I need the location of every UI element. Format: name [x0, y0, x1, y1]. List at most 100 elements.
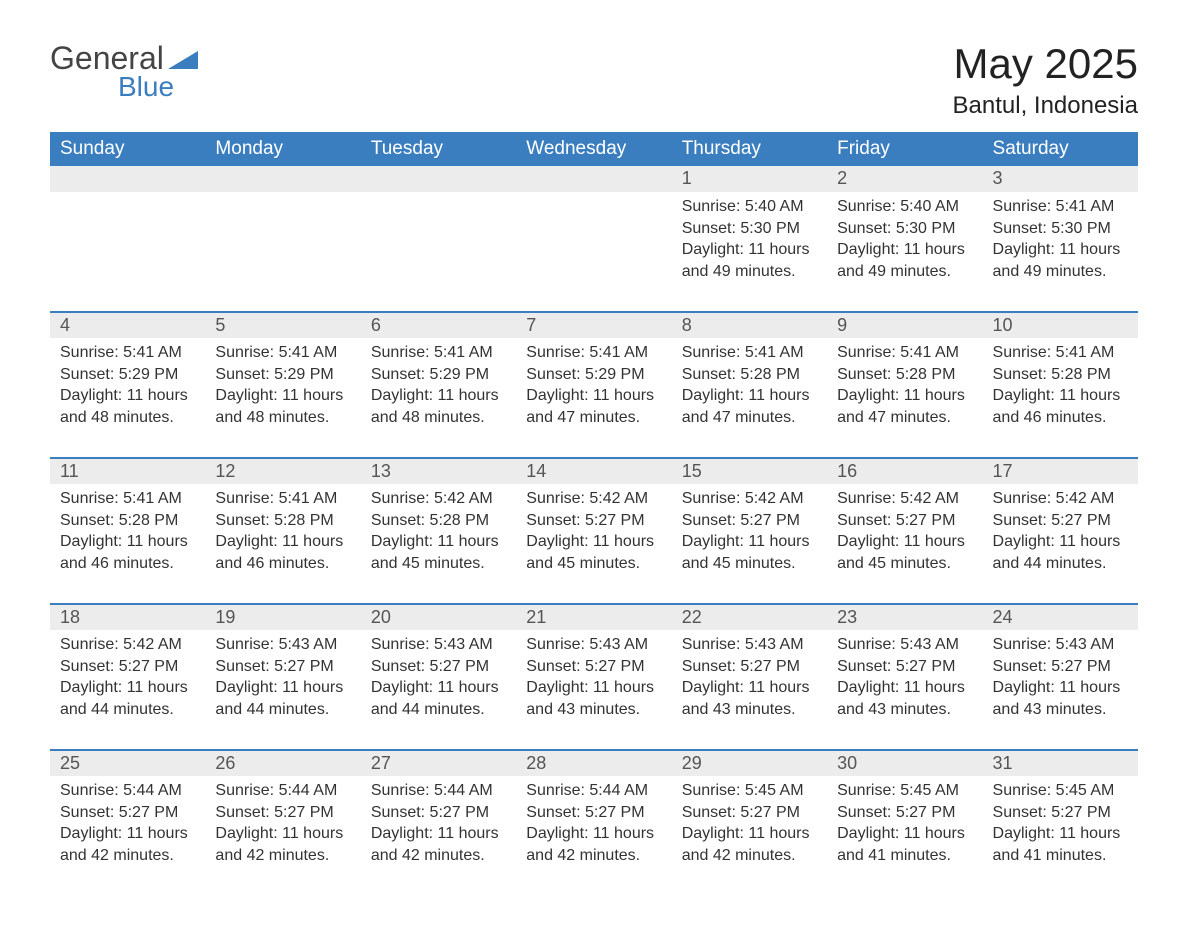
sunset-line: Sunset: 5:27 PM — [526, 656, 661, 678]
daylight-line: Daylight: 11 hours and 45 minutes. — [371, 531, 506, 574]
daylight-line: Daylight: 11 hours and 42 minutes. — [371, 823, 506, 866]
location-label: Bantul, Indonesia — [953, 92, 1138, 120]
day-info-cell: Sunrise: 5:41 AMSunset: 5:28 PMDaylight:… — [672, 338, 827, 458]
sunrise-line: Sunrise: 5:40 AM — [837, 196, 972, 218]
sunrise-line: Sunrise: 5:43 AM — [526, 634, 661, 656]
sunset-line: Sunset: 5:28 PM — [215, 510, 350, 532]
daylight-line: Daylight: 11 hours and 47 minutes. — [682, 385, 817, 428]
day-info-cell: Sunrise: 5:43 AMSunset: 5:27 PMDaylight:… — [983, 630, 1138, 750]
day-info-cell: Sunrise: 5:41 AMSunset: 5:29 PMDaylight:… — [50, 338, 205, 458]
sunrise-line: Sunrise: 5:41 AM — [371, 342, 506, 364]
sunrise-line: Sunrise: 5:43 AM — [215, 634, 350, 656]
sunrise-line: Sunrise: 5:43 AM — [837, 634, 972, 656]
day-info-cell: Sunrise: 5:45 AMSunset: 5:27 PMDaylight:… — [672, 776, 827, 896]
sunrise-line: Sunrise: 5:42 AM — [371, 488, 506, 510]
sunrise-line: Sunrise: 5:44 AM — [526, 780, 661, 802]
day-number-cell: 28 — [516, 750, 671, 776]
weekday-header: Sunday — [50, 132, 205, 166]
daylight-line: Daylight: 11 hours and 44 minutes. — [993, 531, 1128, 574]
day-info-cell: Sunrise: 5:41 AMSunset: 5:28 PMDaylight:… — [50, 484, 205, 604]
daylight-line: Daylight: 11 hours and 45 minutes. — [837, 531, 972, 574]
sunrise-line: Sunrise: 5:42 AM — [993, 488, 1128, 510]
day-info-cell: Sunrise: 5:43 AMSunset: 5:27 PMDaylight:… — [672, 630, 827, 750]
day-info-cell: Sunrise: 5:43 AMSunset: 5:27 PMDaylight:… — [516, 630, 671, 750]
week-daynum-row: 18192021222324 — [50, 604, 1138, 630]
day-info-cell: Sunrise: 5:42 AMSunset: 5:27 PMDaylight:… — [672, 484, 827, 604]
sunset-line: Sunset: 5:27 PM — [60, 656, 195, 678]
daylight-line: Daylight: 11 hours and 48 minutes. — [371, 385, 506, 428]
sunrise-line: Sunrise: 5:42 AM — [837, 488, 972, 510]
day-number-cell: 17 — [983, 458, 1138, 484]
daylight-line: Daylight: 11 hours and 48 minutes. — [215, 385, 350, 428]
day-number-cell: 4 — [50, 312, 205, 338]
sunrise-line: Sunrise: 5:41 AM — [215, 342, 350, 364]
daylight-line: Daylight: 11 hours and 42 minutes. — [682, 823, 817, 866]
day-number-cell: 29 — [672, 750, 827, 776]
sunrise-line: Sunrise: 5:42 AM — [682, 488, 817, 510]
daylight-line: Daylight: 11 hours and 45 minutes. — [682, 531, 817, 574]
day-info-cell: Sunrise: 5:42 AMSunset: 5:27 PMDaylight:… — [983, 484, 1138, 604]
day-info-cell: Sunrise: 5:40 AMSunset: 5:30 PMDaylight:… — [827, 192, 982, 312]
week-daynum-row: 25262728293031 — [50, 750, 1138, 776]
sunset-line: Sunset: 5:27 PM — [682, 656, 817, 678]
daylight-line: Daylight: 11 hours and 42 minutes. — [215, 823, 350, 866]
sunrise-line: Sunrise: 5:41 AM — [837, 342, 972, 364]
weekday-header: Monday — [205, 132, 360, 166]
daylight-line: Daylight: 11 hours and 44 minutes. — [60, 677, 195, 720]
day-info-cell: Sunrise: 5:43 AMSunset: 5:27 PMDaylight:… — [361, 630, 516, 750]
day-number-cell: 21 — [516, 604, 671, 630]
daylight-line: Daylight: 11 hours and 44 minutes. — [215, 677, 350, 720]
day-number-cell: 8 — [672, 312, 827, 338]
day-number-cell: 24 — [983, 604, 1138, 630]
day-number-cell — [205, 166, 360, 192]
day-number-cell: 14 — [516, 458, 671, 484]
day-number-cell: 5 — [205, 312, 360, 338]
sunrise-line: Sunrise: 5:44 AM — [371, 780, 506, 802]
sunset-line: Sunset: 5:27 PM — [371, 656, 506, 678]
sunrise-line: Sunrise: 5:44 AM — [60, 780, 195, 802]
sunset-line: Sunset: 5:27 PM — [60, 802, 195, 824]
sunrise-line: Sunrise: 5:41 AM — [993, 196, 1128, 218]
day-info-cell — [361, 192, 516, 312]
day-info-cell — [205, 192, 360, 312]
calendar-body: 123Sunrise: 5:40 AMSunset: 5:30 PMDaylig… — [50, 166, 1138, 896]
daylight-line: Daylight: 11 hours and 49 minutes. — [837, 239, 972, 282]
day-number-cell: 15 — [672, 458, 827, 484]
daylight-line: Daylight: 11 hours and 49 minutes. — [993, 239, 1128, 282]
day-info-cell: Sunrise: 5:41 AMSunset: 5:29 PMDaylight:… — [516, 338, 671, 458]
day-number-cell: 3 — [983, 166, 1138, 192]
day-number-cell: 26 — [205, 750, 360, 776]
day-info-cell: Sunrise: 5:42 AMSunset: 5:27 PMDaylight:… — [827, 484, 982, 604]
sunset-line: Sunset: 5:27 PM — [993, 510, 1128, 532]
week-info-row: Sunrise: 5:40 AMSunset: 5:30 PMDaylight:… — [50, 192, 1138, 312]
title-block: May 2025 Bantul, Indonesia — [953, 40, 1138, 120]
day-number-cell: 13 — [361, 458, 516, 484]
daylight-line: Daylight: 11 hours and 46 minutes. — [993, 385, 1128, 428]
sunrise-line: Sunrise: 5:43 AM — [371, 634, 506, 656]
day-info-cell: Sunrise: 5:43 AMSunset: 5:27 PMDaylight:… — [827, 630, 982, 750]
week-info-row: Sunrise: 5:41 AMSunset: 5:29 PMDaylight:… — [50, 338, 1138, 458]
day-number-cell — [50, 166, 205, 192]
day-number-cell: 2 — [827, 166, 982, 192]
day-number-cell: 7 — [516, 312, 671, 338]
daylight-line: Daylight: 11 hours and 41 minutes. — [837, 823, 972, 866]
daylight-line: Daylight: 11 hours and 43 minutes. — [993, 677, 1128, 720]
daylight-line: Daylight: 11 hours and 42 minutes. — [526, 823, 661, 866]
sunrise-line: Sunrise: 5:43 AM — [993, 634, 1128, 656]
day-info-cell: Sunrise: 5:45 AMSunset: 5:27 PMDaylight:… — [983, 776, 1138, 896]
day-number-cell: 1 — [672, 166, 827, 192]
month-title: May 2025 — [953, 40, 1138, 88]
daylight-line: Daylight: 11 hours and 43 minutes. — [682, 677, 817, 720]
weekday-header: Friday — [827, 132, 982, 166]
day-number-cell: 12 — [205, 458, 360, 484]
day-info-cell: Sunrise: 5:42 AMSunset: 5:27 PMDaylight:… — [516, 484, 671, 604]
sunset-line: Sunset: 5:27 PM — [682, 802, 817, 824]
sunrise-line: Sunrise: 5:43 AM — [682, 634, 817, 656]
day-number-cell — [516, 166, 671, 192]
daylight-line: Daylight: 11 hours and 41 minutes. — [993, 823, 1128, 866]
daylight-line: Daylight: 11 hours and 47 minutes. — [526, 385, 661, 428]
calendar-table: SundayMondayTuesdayWednesdayThursdayFrid… — [50, 132, 1138, 896]
day-number-cell: 6 — [361, 312, 516, 338]
day-info-cell: Sunrise: 5:44 AMSunset: 5:27 PMDaylight:… — [205, 776, 360, 896]
week-daynum-row: 45678910 — [50, 312, 1138, 338]
